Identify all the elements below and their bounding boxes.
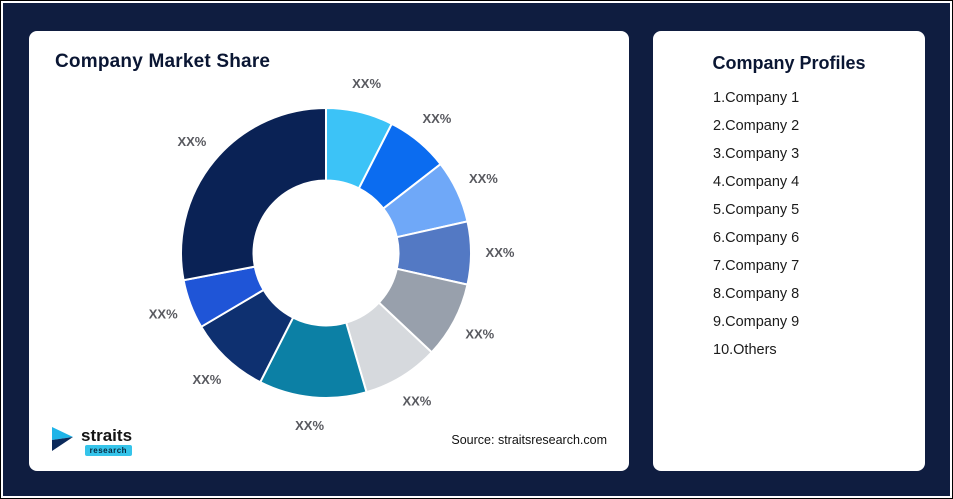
straits-arrow-icon <box>51 426 75 457</box>
slice-label: XX% <box>192 372 221 387</box>
slice-label: XX% <box>295 418 324 433</box>
list-item: 5.Company 5 <box>713 202 800 218</box>
list-item: 3.Company 3 <box>713 146 800 162</box>
logo-sub-brand-text: research <box>84 445 133 456</box>
slice-label: XX% <box>149 307 178 322</box>
logo-text: straits research <box>81 426 133 456</box>
slice-label: XX% <box>486 245 515 260</box>
list-item: 7.Company 7 <box>713 258 800 274</box>
company-profiles-title: Company Profiles <box>712 53 866 73</box>
list-item: 1.Company 1 <box>713 90 800 106</box>
company-profiles-card: Company Profiles 1.Company 1 2.Company 2… <box>653 31 925 471</box>
list-item: 10.Others <box>713 342 777 358</box>
logo-brand-text: straits <box>81 426 133 445</box>
company-profiles-list: 1.Company 1 2.Company 2 3.Company 3 4.Co… <box>653 90 925 358</box>
slice-label: XX% <box>402 393 431 408</box>
slice-label: XX% <box>177 134 206 149</box>
slice-label: XX% <box>422 111 451 126</box>
list-item: 4.Company 4 <box>713 174 800 190</box>
slice-label: XX% <box>352 76 381 91</box>
list-item: 6.Company 6 <box>713 230 800 246</box>
slice-label: XX% <box>469 171 498 186</box>
market-share-title: Company Market Share <box>55 51 271 72</box>
straits-research-logo: straits research <box>51 426 133 457</box>
source-note: Source: straitsresearch.com <box>451 433 607 447</box>
donut-segment <box>180 106 327 282</box>
market-share-card: Company Market Share XX% XX% XX% XX% XX% XX% X… <box>29 31 629 471</box>
slice-label: XX% <box>465 326 494 341</box>
donut-chart: XX% XX% XX% XX% XX% XX% XX% XX% XX% XX% <box>149 76 515 433</box>
list-item: 2.Company 2 <box>713 118 800 134</box>
list-item: 9.Company 9 <box>713 314 800 330</box>
list-item: 8.Company 8 <box>713 286 800 302</box>
